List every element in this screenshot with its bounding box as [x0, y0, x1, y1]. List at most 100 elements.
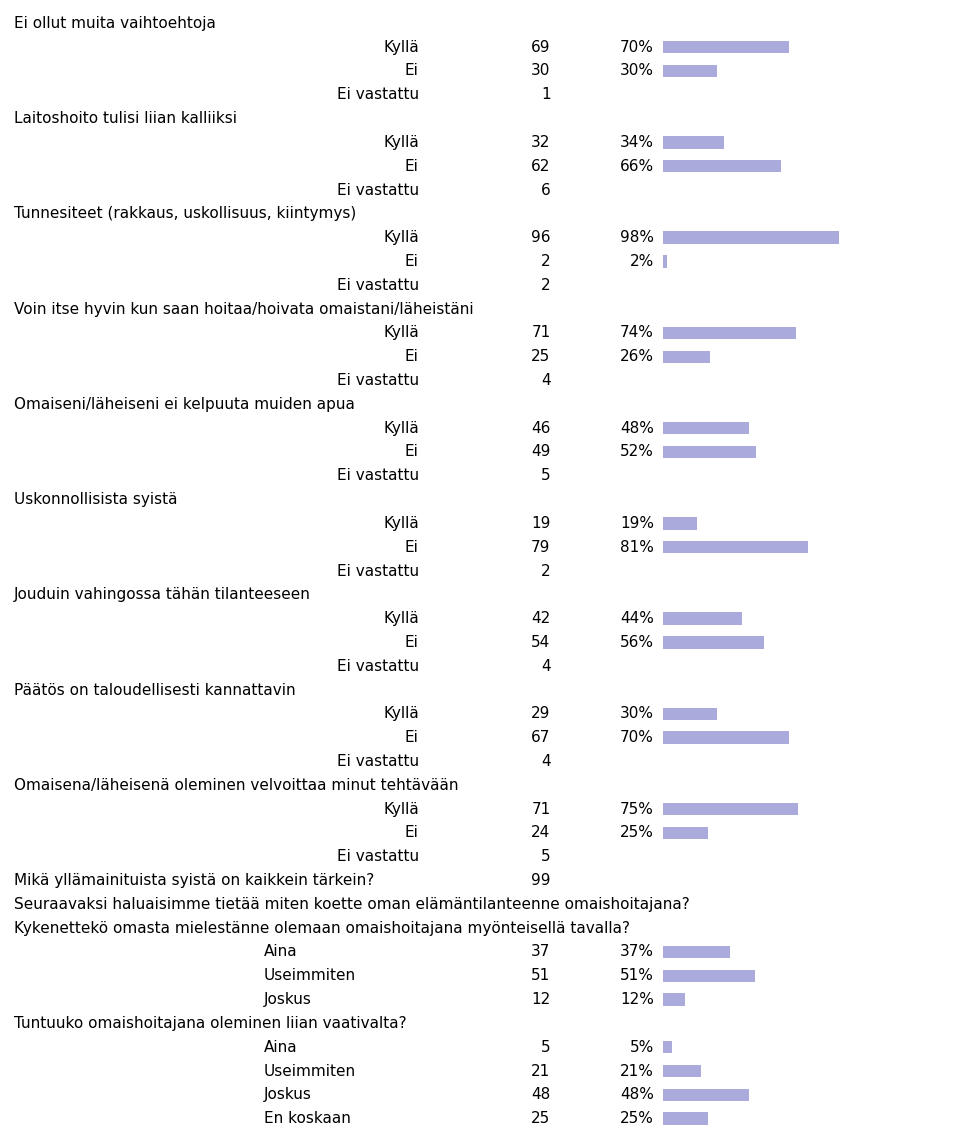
Bar — [663, 65, 717, 78]
Text: 66%: 66% — [620, 159, 654, 174]
Text: Mikä yllämainituista syistä on kaikkein tärkein?: Mikä yllämainituista syistä on kaikkein … — [14, 872, 374, 888]
Text: 21: 21 — [531, 1063, 550, 1078]
Text: Tunnesiteet (rakkaus, uskollisuus, kiintymys): Tunnesiteet (rakkaus, uskollisuus, kiint… — [14, 207, 356, 222]
Bar — [663, 445, 756, 458]
Text: Laitoshoito tulisi liian kalliiksi: Laitoshoito tulisi liian kalliiksi — [14, 111, 237, 126]
Text: 4: 4 — [540, 754, 550, 769]
Text: Kyllä: Kyllä — [383, 707, 419, 722]
Text: En koskaan: En koskaan — [264, 1111, 350, 1126]
Text: 29: 29 — [531, 707, 550, 722]
Text: Joskus: Joskus — [264, 992, 311, 1007]
Text: 67: 67 — [531, 730, 550, 746]
Text: 30: 30 — [531, 64, 550, 79]
Text: Joskus: Joskus — [264, 1087, 311, 1102]
Text: Kykenettekö omasta mielestänne olemaan omaishoitajana myönteisellä tavalla?: Kykenettekö omasta mielestänne olemaan o… — [14, 920, 631, 935]
Text: 25: 25 — [531, 1111, 550, 1126]
Text: Aina: Aina — [264, 1039, 298, 1055]
Text: Voin itse hyvin kun saan hoitaa/hoivata omaistani/läheistäni: Voin itse hyvin kun saan hoitaa/hoivata … — [14, 301, 474, 316]
Text: 96: 96 — [531, 231, 550, 246]
Bar — [663, 136, 724, 148]
Text: Kyllä: Kyllä — [383, 420, 419, 435]
Bar — [663, 994, 684, 1006]
Bar — [663, 1064, 701, 1077]
Bar — [663, 636, 763, 649]
Text: 30%: 30% — [620, 707, 654, 722]
Text: 24: 24 — [531, 826, 550, 841]
Text: 99: 99 — [531, 872, 550, 888]
Text: 21%: 21% — [620, 1063, 654, 1078]
Text: 25%: 25% — [620, 826, 654, 841]
Text: 12%: 12% — [620, 992, 654, 1007]
Text: Ei: Ei — [405, 444, 419, 459]
Text: Useimmiten: Useimmiten — [264, 1063, 356, 1078]
Text: 52%: 52% — [620, 444, 654, 459]
Text: Ei: Ei — [405, 826, 419, 841]
Text: 4: 4 — [540, 659, 550, 674]
Text: 62: 62 — [531, 159, 550, 174]
Text: Kyllä: Kyllä — [383, 516, 419, 531]
Text: 25: 25 — [531, 349, 550, 364]
Text: 1: 1 — [540, 87, 550, 103]
Bar — [663, 708, 717, 721]
Text: Kyllä: Kyllä — [383, 802, 419, 817]
Bar — [663, 351, 710, 363]
Text: Kyllä: Kyllä — [383, 40, 419, 55]
Bar — [663, 421, 749, 434]
Text: 74%: 74% — [620, 325, 654, 340]
Text: 30%: 30% — [620, 64, 654, 79]
Bar — [663, 612, 742, 625]
Bar — [663, 541, 808, 554]
Text: 2%: 2% — [630, 254, 654, 270]
Bar — [663, 1088, 749, 1101]
Text: 25%: 25% — [620, 1111, 654, 1126]
Text: Omaiseni/läheiseni ei kelpuuta muiden apua: Omaiseni/läheiseni ei kelpuuta muiden ap… — [14, 396, 355, 412]
Text: Ei vastattu: Ei vastattu — [337, 278, 419, 292]
Bar — [663, 160, 781, 172]
Text: 37: 37 — [531, 944, 550, 959]
Text: Tuntuuko omaishoitajana oleminen liian vaativalta?: Tuntuuko omaishoitajana oleminen liian v… — [14, 1016, 407, 1031]
Text: Kyllä: Kyllä — [383, 611, 419, 626]
Text: 6: 6 — [540, 183, 550, 198]
Text: 71: 71 — [531, 325, 550, 340]
Text: 48: 48 — [531, 1087, 550, 1102]
Bar — [663, 517, 697, 530]
Text: Kyllä: Kyllä — [383, 135, 419, 150]
Text: Ei vastattu: Ei vastattu — [337, 468, 419, 483]
Text: Ei vastattu: Ei vastattu — [337, 563, 419, 579]
Text: Ei vastattu: Ei vastattu — [337, 183, 419, 198]
Text: Kyllä: Kyllä — [383, 325, 419, 340]
Bar — [663, 827, 708, 839]
Text: 5%: 5% — [630, 1039, 654, 1055]
Text: 12: 12 — [531, 992, 550, 1007]
Text: 79: 79 — [531, 540, 550, 555]
Text: 32: 32 — [531, 135, 550, 150]
Text: 2: 2 — [540, 278, 550, 292]
Text: 42: 42 — [531, 611, 550, 626]
Text: 26%: 26% — [620, 349, 654, 364]
Text: Useimmiten: Useimmiten — [264, 968, 356, 983]
Bar — [663, 970, 755, 982]
Text: 75%: 75% — [620, 802, 654, 817]
Text: Ei vastattu: Ei vastattu — [337, 659, 419, 674]
Text: 48%: 48% — [620, 1087, 654, 1102]
Text: Ei: Ei — [405, 349, 419, 364]
Text: 71: 71 — [531, 802, 550, 817]
Text: 44%: 44% — [620, 611, 654, 626]
Bar — [663, 41, 788, 54]
Text: Ei: Ei — [405, 254, 419, 270]
Bar — [663, 946, 730, 958]
Bar — [663, 732, 788, 743]
Bar — [663, 256, 667, 267]
Text: 5: 5 — [540, 850, 550, 864]
Text: 34%: 34% — [620, 135, 654, 150]
Text: 54: 54 — [531, 635, 550, 650]
Text: Omaisena/läheisenä oleminen velvoittaa minut tehtävään: Omaisena/läheisenä oleminen velvoittaa m… — [14, 778, 459, 793]
Text: Ei vastattu: Ei vastattu — [337, 754, 419, 769]
Text: Ei ollut muita vaihtoehtoja: Ei ollut muita vaihtoehtoja — [14, 16, 216, 31]
Text: 51%: 51% — [620, 968, 654, 983]
Text: 19%: 19% — [620, 516, 654, 531]
Text: 48%: 48% — [620, 420, 654, 435]
Text: Aina: Aina — [264, 944, 298, 959]
Bar — [663, 1042, 672, 1053]
Text: Päätös on taloudellisesti kannattavin: Päätös on taloudellisesti kannattavin — [14, 683, 296, 698]
